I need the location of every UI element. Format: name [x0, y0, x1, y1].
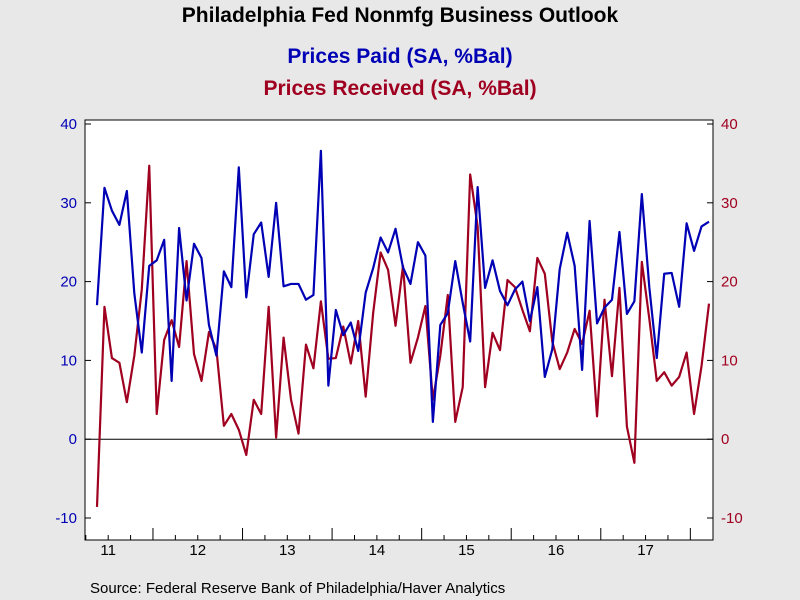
left-tick-label: 10 — [60, 352, 77, 369]
source-note: Source: Federal Reserve Bank of Philadel… — [90, 580, 505, 597]
left-tick-label: -10 — [55, 510, 77, 527]
left-tick-label: 20 — [60, 274, 77, 291]
right-axis: 40 30 20 10 0 -10 — [707, 116, 743, 527]
series-line-prices-paid — [95, 149, 710, 423]
x-tick-label: 14 — [369, 542, 386, 559]
left-tick-label: 0 — [69, 431, 77, 448]
plot-lines — [85, 149, 713, 508]
chart-title: Philadelphia Fed Nonmfg Business Outlook — [182, 4, 619, 27]
left-tick-label: 40 — [60, 116, 77, 133]
right-tick-label: -10 — [721, 510, 743, 527]
x-tick-label: 12 — [189, 542, 206, 559]
right-tick-label: 40 — [721, 116, 738, 133]
x-tick-label: 17 — [637, 542, 654, 559]
right-tick-label: 20 — [721, 274, 738, 291]
plot-area — [84, 119, 714, 541]
legend-prices-paid: Prices Paid (SA, %Bal) — [287, 45, 512, 68]
left-axis: 40 30 20 10 0 -10 — [55, 116, 91, 527]
x-tick-label: 13 — [279, 542, 296, 559]
legend-prices-received: Prices Received (SA, %Bal) — [263, 77, 536, 100]
left-tick-label: 30 — [60, 195, 77, 212]
right-tick-label: 10 — [721, 352, 738, 369]
right-tick-label: 0 — [721, 431, 729, 448]
x-tick-label: 16 — [548, 542, 565, 559]
x-tick-label: 15 — [458, 542, 475, 559]
x-axis: 11 12 13 14 15 16 17 — [85, 528, 691, 559]
right-tick-label: 30 — [721, 195, 738, 212]
x-tick-label: 11 — [100, 542, 116, 559]
